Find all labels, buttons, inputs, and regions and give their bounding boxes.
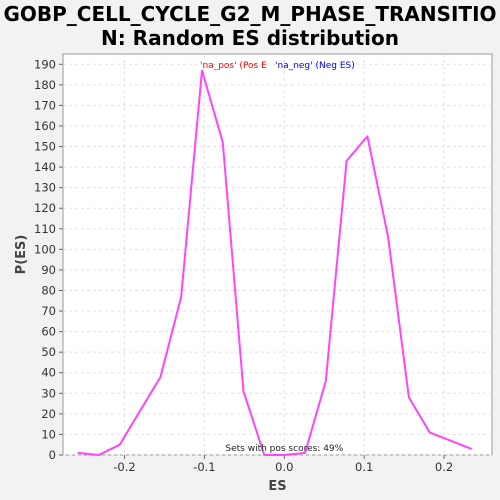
data-point xyxy=(408,396,410,399)
data-point xyxy=(242,390,245,393)
data-point xyxy=(180,295,183,298)
x-tick-label: 0.2 xyxy=(435,460,453,474)
data-point xyxy=(345,160,348,162)
x-tick-label: 0.0 xyxy=(275,460,293,474)
y-tick-label: 30 xyxy=(41,386,56,400)
grid-lines xyxy=(63,54,492,456)
data-point xyxy=(325,380,327,382)
x-axis-label: ES xyxy=(268,479,286,494)
y-tick-label: 190 xyxy=(34,57,56,71)
x-tick-label: -0.1 xyxy=(193,460,215,474)
y-tick-label: 80 xyxy=(41,283,56,297)
data-point xyxy=(98,454,100,456)
data-point xyxy=(304,452,306,454)
legend-item: 'na_neg' (Neg ES) xyxy=(275,61,355,71)
y-tick-label: 170 xyxy=(34,98,56,112)
y-tick-label: 100 xyxy=(34,242,56,256)
data-point xyxy=(221,141,224,144)
data-point xyxy=(118,443,121,446)
y-tick-label: 140 xyxy=(34,160,56,174)
y-tick-label: 50 xyxy=(41,345,56,359)
data-point xyxy=(201,69,203,72)
y-axis-label: P(ES) xyxy=(14,235,29,275)
y-tick-label: 150 xyxy=(34,140,56,154)
series-line xyxy=(78,69,472,456)
data-point xyxy=(470,448,473,450)
x-tick-label: -0.2 xyxy=(113,460,135,474)
y-tick-label: 90 xyxy=(41,263,56,277)
series-layer xyxy=(77,69,473,456)
x-tick-label: 0.1 xyxy=(355,460,373,474)
y-tick-label: 110 xyxy=(34,222,56,236)
y-tick-label: 40 xyxy=(41,366,56,380)
legend-item: 'na_pos' (Pos E xyxy=(200,61,267,71)
data-point xyxy=(366,135,369,138)
data-point xyxy=(263,454,266,456)
y-tick-label: 0 xyxy=(49,448,56,462)
y-tick-label: 130 xyxy=(34,181,56,195)
data-point xyxy=(77,452,79,454)
data-point xyxy=(159,376,162,378)
axes: 0 10 20 30 40 50 60 70 80 90 100 110 120 130 140 150 160… xyxy=(34,57,453,474)
y-tick-label: 160 xyxy=(34,119,56,133)
y-tick-label: 120 xyxy=(34,201,56,215)
data-point xyxy=(428,431,431,434)
chart-title: GOBP_CELL_CYCLE_G2_M_PHASE_TRANSITIO N: … xyxy=(3,2,497,50)
annotation-text: Sets with pos scores: 49% xyxy=(225,444,343,454)
plot-area xyxy=(62,53,493,456)
y-tick-label: 70 xyxy=(41,304,56,318)
y-tick-label: 10 xyxy=(41,427,56,441)
legend: 'na_pos' (Pos E 'na_neg' (Neg ES) xyxy=(200,61,355,71)
data-point xyxy=(283,454,286,456)
data-point xyxy=(387,236,389,238)
y-tick-label: 180 xyxy=(34,78,56,92)
y-tick-label: 60 xyxy=(41,325,56,339)
y-tick-label: 20 xyxy=(41,407,56,421)
